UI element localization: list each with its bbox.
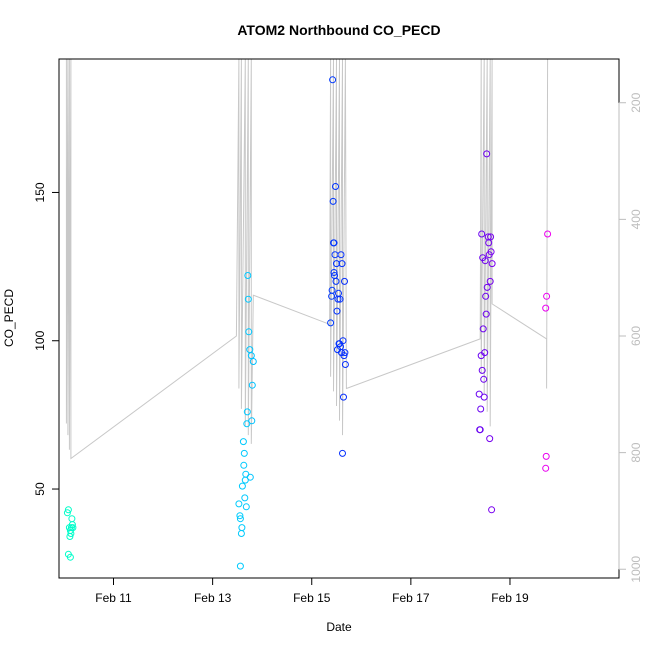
data-point	[341, 349, 349, 357]
data-point	[245, 328, 253, 336]
data-point	[243, 408, 251, 416]
data-point	[238, 482, 246, 490]
data-point	[240, 461, 248, 469]
data-point	[339, 449, 346, 457]
data-point	[483, 150, 491, 158]
data-point	[486, 277, 494, 285]
data-point	[249, 358, 257, 365]
data-point	[68, 515, 76, 523]
y2-tick-label: 200	[629, 92, 643, 112]
y-tick-label: 100	[33, 330, 47, 350]
x-tick-label: Feb 19	[491, 591, 529, 605]
data-point	[475, 390, 483, 398]
y-tick-label: 50	[33, 482, 47, 496]
data-point	[480, 375, 488, 383]
y-tick-label: 150	[33, 182, 47, 202]
chart-title: ATOM2 Northbound CO_PECD	[237, 22, 440, 38]
data-point	[483, 283, 491, 291]
data-point	[482, 292, 490, 300]
y-axis-right: 200 400 600 800 1000	[618, 92, 643, 583]
data-point	[333, 307, 341, 315]
y-axis-label: CO_PECD	[2, 289, 16, 347]
data-point	[337, 251, 345, 259]
data-point	[235, 500, 243, 508]
data-point	[68, 521, 76, 529]
data-point	[336, 295, 344, 303]
x-tick-label: Feb 13	[194, 591, 232, 605]
data-point	[338, 260, 346, 268]
data-point	[240, 449, 248, 457]
data-point	[543, 292, 551, 300]
data-point	[480, 393, 488, 401]
data-point	[332, 277, 340, 285]
data-point	[488, 260, 496, 268]
data-point	[341, 277, 348, 285]
data-point	[238, 524, 246, 532]
data-point	[479, 325, 487, 333]
data-point	[69, 524, 77, 532]
y2-tick-label: 400	[629, 209, 643, 229]
data-point	[242, 503, 250, 511]
data-point	[248, 417, 256, 425]
data-point	[487, 248, 495, 256]
data-point	[328, 286, 336, 294]
data-point	[329, 76, 337, 84]
data-point	[476, 426, 484, 434]
data-point	[64, 506, 72, 514]
data-point	[332, 183, 339, 190]
data-point	[340, 352, 348, 360]
plot-area	[63, 59, 552, 570]
x-tick-label: Feb 11	[95, 591, 132, 605]
data-point	[244, 295, 252, 303]
data-point	[488, 506, 496, 514]
data-point	[237, 530, 245, 537]
x-tick-label: Feb 15	[293, 591, 331, 605]
data-point	[486, 435, 494, 443]
data-point	[329, 197, 337, 205]
x-axis-label: Date	[326, 620, 352, 634]
data-point	[327, 319, 335, 327]
data-point	[544, 230, 552, 238]
data-point	[248, 381, 256, 389]
y2-tick-label: 1000	[629, 556, 643, 583]
data-point	[339, 337, 347, 345]
x-tick-label: Feb 17	[392, 591, 430, 605]
pressure-line	[65, 59, 549, 460]
data-point	[487, 233, 495, 241]
data-point	[246, 473, 254, 481]
data-point	[247, 352, 255, 360]
data-point	[330, 239, 338, 247]
data-point	[66, 553, 74, 561]
data-point	[482, 310, 490, 318]
data-point	[244, 272, 252, 279]
data-point	[330, 269, 338, 276]
data-point	[481, 257, 489, 265]
data-point	[236, 512, 244, 520]
data-point	[542, 464, 550, 472]
y-axis-left: 50 100 150	[33, 182, 59, 496]
data-point	[485, 239, 493, 247]
data-point	[239, 438, 247, 446]
data-point	[236, 562, 244, 570]
data-point	[341, 361, 349, 368]
data-point	[478, 230, 486, 238]
data-point	[243, 420, 251, 428]
data-point	[481, 349, 489, 357]
data-point	[340, 393, 347, 401]
data-point	[477, 405, 485, 413]
data-point	[542, 304, 550, 312]
data-point	[542, 452, 550, 460]
data-point	[246, 346, 254, 354]
data-point	[63, 509, 71, 517]
y2-tick-label: 600	[629, 326, 643, 346]
data-point	[236, 515, 244, 523]
data-point	[478, 366, 486, 374]
data-point	[241, 494, 249, 502]
x-axis: Feb 11 Feb 13 Feb 15 Feb 17 Feb 19	[95, 578, 529, 605]
y2-tick-label: 800	[629, 442, 643, 462]
